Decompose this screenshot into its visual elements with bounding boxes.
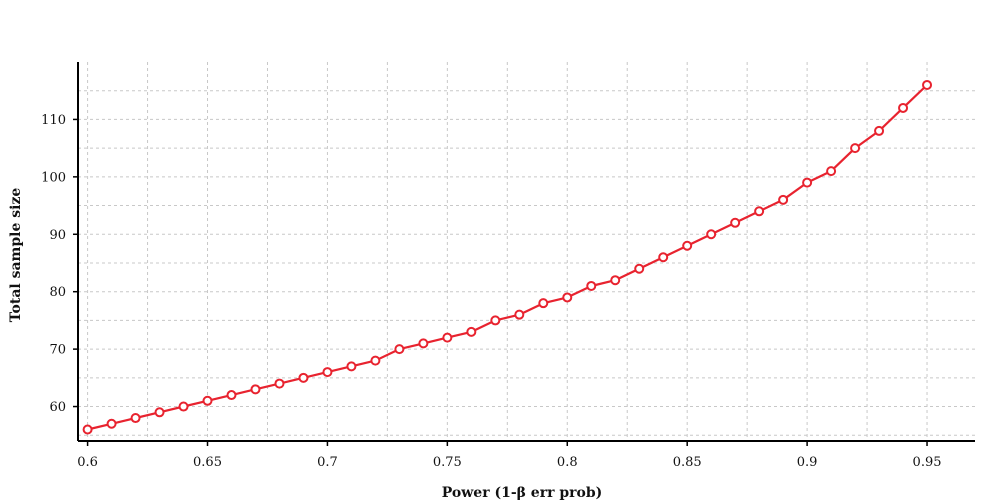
x-tick-label: 0.6	[77, 455, 98, 470]
data-point	[634, 263, 645, 274]
data-point	[298, 372, 309, 383]
data-point	[898, 102, 909, 113]
data-point	[466, 326, 477, 337]
y-tick-label: 100	[41, 170, 66, 185]
data-point	[586, 280, 597, 291]
data-point	[802, 177, 813, 188]
x-tick-label: 0.95	[913, 455, 942, 470]
data-point	[706, 229, 717, 240]
data-point	[130, 413, 141, 424]
data-point	[658, 252, 669, 263]
data-point	[226, 390, 237, 401]
data-point	[82, 424, 93, 435]
y-tick-label: 70	[49, 343, 66, 358]
data-point	[730, 217, 741, 228]
data-point	[826, 166, 837, 177]
data-point	[514, 309, 525, 320]
data-point	[442, 332, 453, 343]
data-point	[610, 275, 621, 286]
data-point	[178, 401, 189, 412]
data-point	[370, 355, 381, 366]
data-point	[106, 418, 117, 429]
data-point	[850, 143, 861, 154]
y-axis-title: Total sample size	[8, 188, 24, 323]
data-point	[274, 378, 285, 389]
plot-area	[78, 62, 975, 441]
data-point	[778, 194, 789, 205]
y-tick-label: 110	[41, 113, 66, 128]
y-tick-label: 80	[49, 285, 66, 300]
data-point	[682, 240, 693, 251]
x-tick-label: 0.65	[193, 455, 222, 470]
x-tick-label: 0.85	[673, 455, 702, 470]
data-point	[874, 125, 885, 136]
data-point	[418, 338, 429, 349]
data-point	[922, 79, 933, 90]
data-point	[154, 407, 165, 418]
x-tick-label: 0.7	[317, 455, 338, 470]
data-point	[202, 395, 213, 406]
y-tick-label: 60	[49, 400, 66, 415]
data-point	[562, 292, 573, 303]
data-point	[394, 344, 405, 355]
data-point	[250, 384, 261, 395]
data-point	[538, 298, 549, 309]
tick-labels: 0.6 0.65 0.7 0.75 0.8 0.85 0.9 0.95 60 70 80 90 100 1…	[41, 113, 941, 470]
x-tick-label: 0.75	[433, 455, 462, 470]
y-tick-label: 90	[49, 228, 66, 243]
axes	[73, 62, 975, 446]
x-tick-label: 0.8	[557, 455, 578, 470]
plot-background	[78, 62, 975, 441]
data-point	[322, 367, 333, 378]
x-axis-title: Power (1-β err prob)	[442, 485, 603, 501]
data-point	[490, 315, 501, 326]
data-point	[346, 361, 357, 372]
x-tick-label: 0.9	[797, 455, 818, 470]
data-series	[82, 79, 933, 435]
data-point	[754, 206, 765, 217]
